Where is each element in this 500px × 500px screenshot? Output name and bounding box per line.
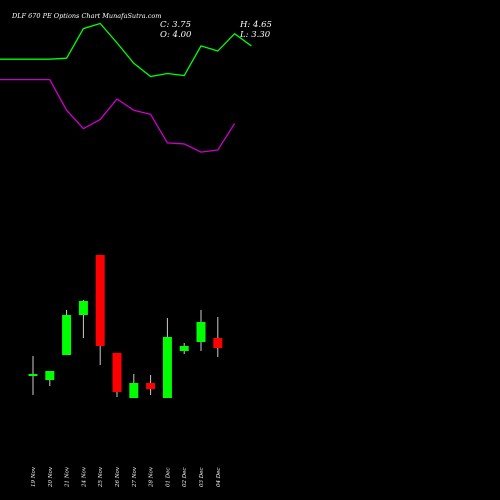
candle-25-nov: [95, 255, 105, 365]
upper-band-layer: [0, 22, 252, 78]
x-tick-label: 26 Nov: [115, 466, 121, 488]
open-readout: O: 4.00: [160, 30, 192, 40]
candle-body: [179, 346, 189, 351]
chart-title: DLF 670 PE Options Chart MunafaSutra.com: [11, 12, 161, 20]
candle-03-dec: [196, 310, 206, 351]
x-tick-label: 20 Nov: [48, 466, 54, 488]
low-readout: L: 3.30: [239, 30, 271, 40]
candle-body: [146, 383, 156, 389]
candle-body: [95, 255, 105, 346]
candle-04-dec: [213, 317, 223, 357]
candle-21-nov: [62, 310, 72, 355]
candle-24-nov: [78, 300, 88, 338]
lower-band-layer: [0, 78, 236, 153]
candle-body: [129, 383, 139, 398]
x-tick-label: 02 Dec: [182, 468, 188, 488]
x-tick-label: 28 Nov: [149, 466, 155, 488]
x-tick-label: 01 Dec: [165, 468, 171, 488]
candle-body: [112, 353, 122, 392]
candle-body: [62, 315, 72, 355]
x-axis-labels: 19 Nov 20 Nov 21 Nov 24 Nov 25 Nov 26 Nov 27 N…: [31, 466, 222, 488]
x-tick-label: 21 Nov: [65, 466, 71, 488]
candle-01-dec: [162, 318, 172, 398]
upper-band-line: [0, 22, 252, 78]
x-tick-label: 03 Dec: [199, 468, 205, 488]
candle-20-nov: [45, 371, 55, 386]
x-tick-label: 19 Nov: [31, 466, 37, 487]
candle-27-nov: [129, 374, 139, 398]
candle-body: [78, 301, 88, 315]
x-tick-label: 27 Nov: [132, 466, 138, 488]
candle-26-nov: [112, 353, 122, 397]
candle-body: [162, 337, 172, 398]
x-tick-label: 24 Nov: [81, 466, 87, 488]
candle-body: [45, 371, 55, 380]
high-readout: H: 4.65: [239, 20, 272, 30]
candle-19-nov: [28, 356, 38, 395]
candle-body: [213, 338, 223, 348]
candle-body: [28, 374, 38, 376]
x-tick-label: 25 Nov: [98, 466, 104, 488]
close-readout: C: 3.75: [160, 20, 191, 30]
candle-28-nov: [146, 375, 156, 395]
candles-layer: [28, 255, 223, 398]
candle-body: [196, 322, 206, 342]
x-tick-label: 04 Dec: [216, 468, 222, 488]
candle-02-dec: [179, 343, 189, 354]
